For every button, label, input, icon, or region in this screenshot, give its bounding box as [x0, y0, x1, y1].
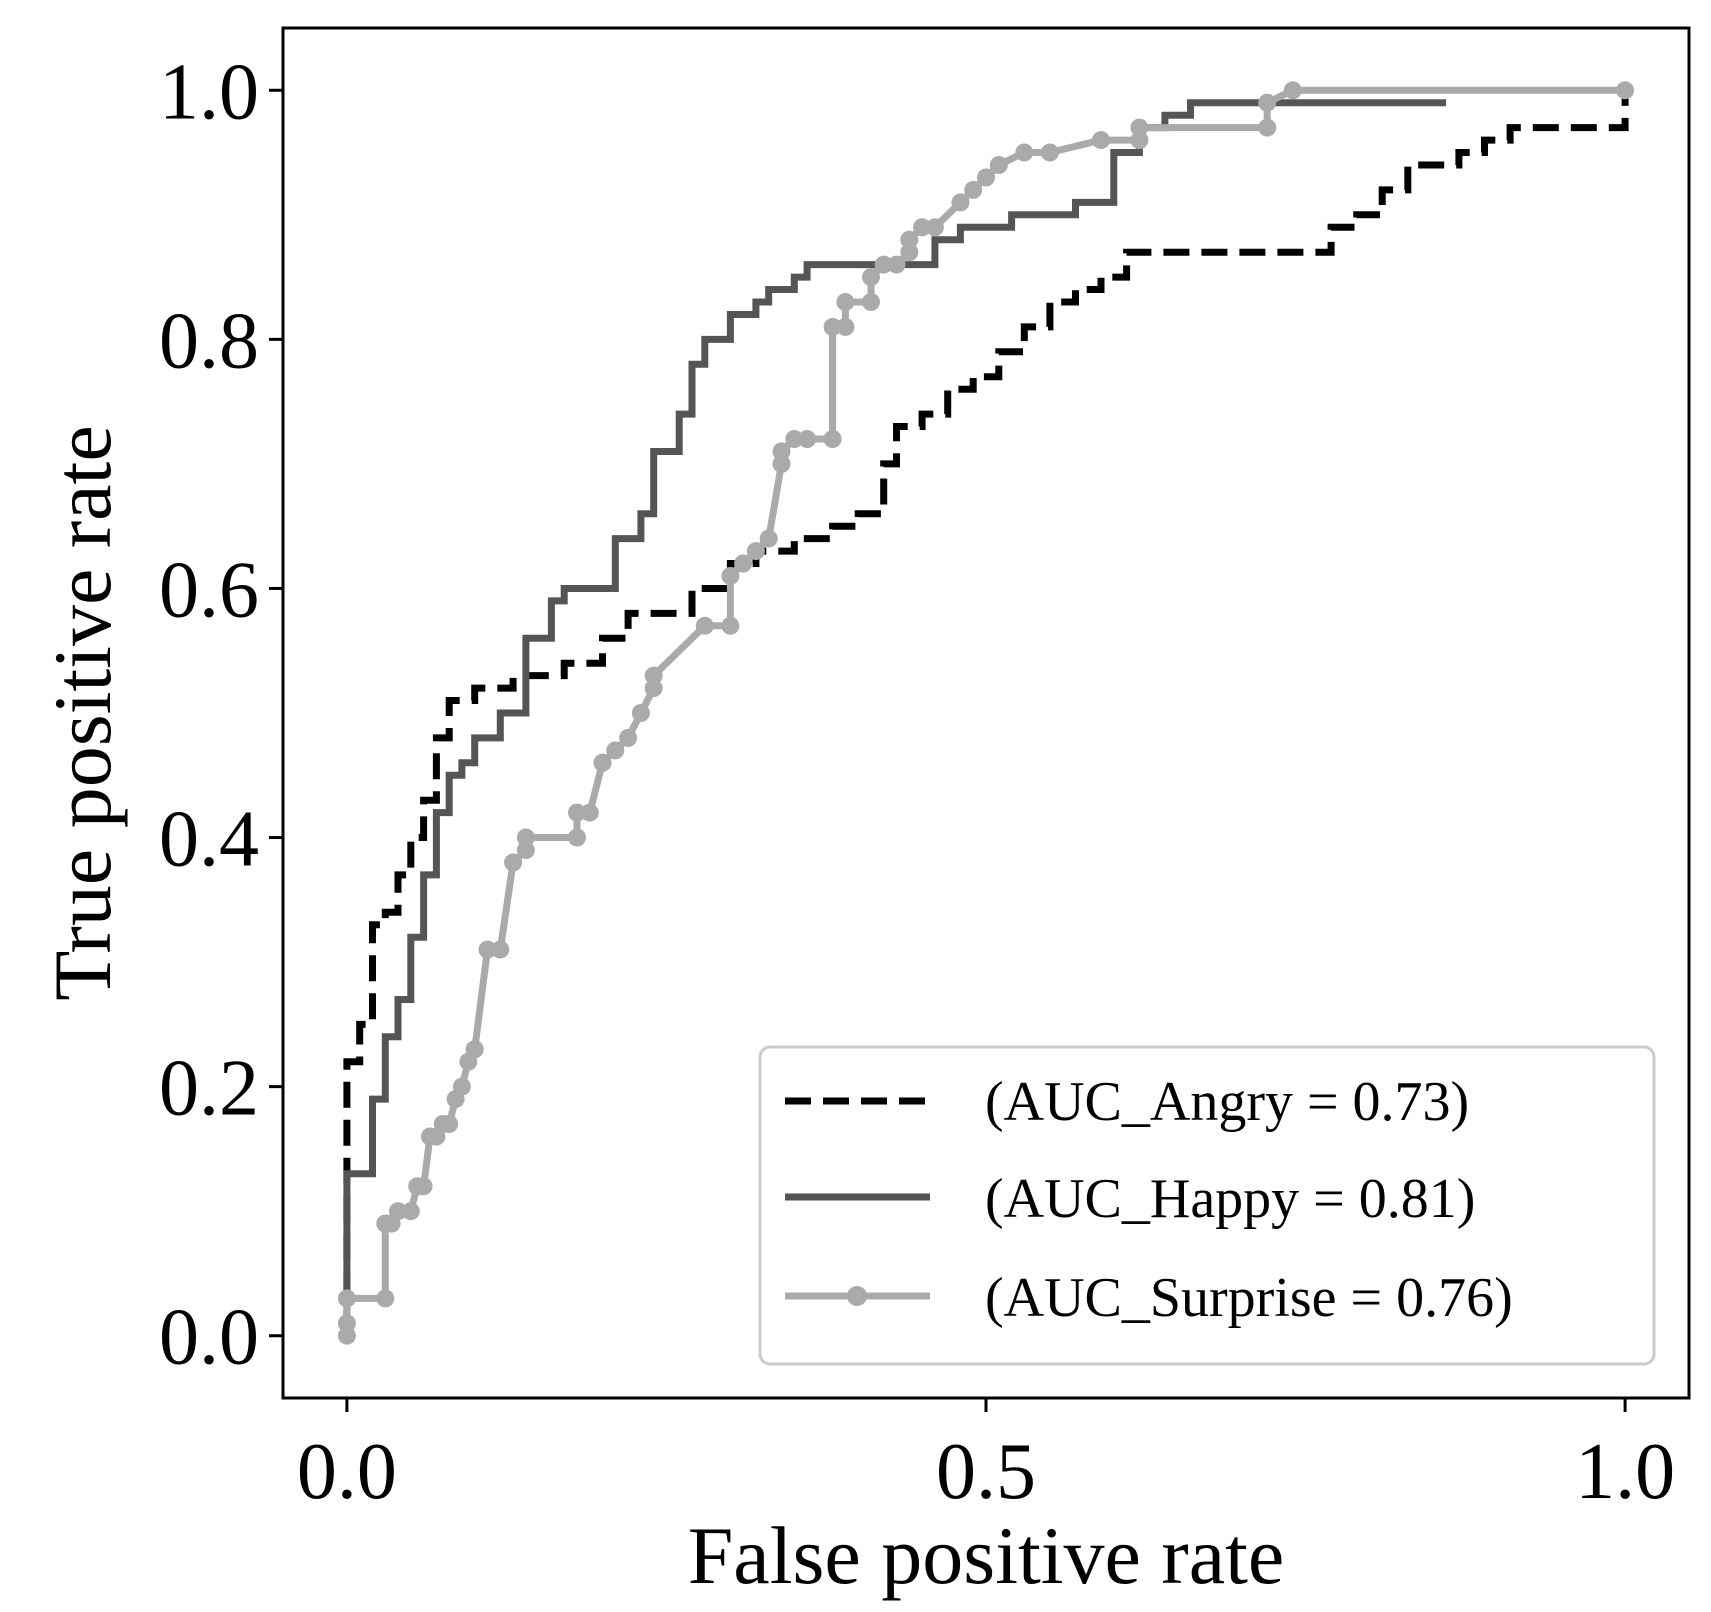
- series-point-surprise: [721, 616, 740, 635]
- series-point-surprise: [644, 666, 663, 685]
- series-point-surprise: [951, 193, 970, 212]
- series-point-surprise: [977, 168, 995, 187]
- series-point-surprise: [465, 1040, 484, 1059]
- series-point-surprise: [734, 554, 753, 573]
- series-point-surprise: [491, 940, 510, 959]
- series-point-surprise: [695, 616, 714, 635]
- series-point-surprise: [1616, 81, 1635, 100]
- series-point-surprise: [568, 803, 586, 822]
- series-point-surprise: [772, 442, 791, 461]
- legend-label-surprise: (AUC_Surprise = 0.76): [985, 1267, 1513, 1329]
- series-point-surprise: [862, 293, 880, 311]
- series-point-surprise: [593, 753, 612, 772]
- x-tick-label: 0.0: [297, 1428, 397, 1516]
- legend-box: [758, 1045, 1656, 1366]
- series-point-surprise: [721, 567, 740, 585]
- series-point-surprise: [516, 841, 535, 859]
- series-point-surprise: [823, 317, 842, 336]
- series-point-surprise: [606, 741, 625, 760]
- series-point-surprise: [836, 317, 855, 336]
- series-point-surprise: [1130, 131, 1149, 150]
- ticks-layer: 0.0 0.5 1.0 0.0 0.2 0.4 0.6 0.8 1.0: [159, 48, 1675, 1516]
- series-point-surprise: [516, 828, 535, 847]
- series-point-surprise: [1130, 118, 1149, 137]
- series-point-surprise: [401, 1202, 420, 1221]
- series-point-surprise: [1258, 93, 1277, 112]
- series-point-surprise: [580, 803, 599, 822]
- legend-label-happy: (AUC_Happy = 0.81): [985, 1168, 1475, 1230]
- series-point-surprise: [746, 542, 765, 561]
- series-point-surprise: [989, 156, 1008, 174]
- series-point-surprise: [337, 1314, 356, 1333]
- series-point-surprise: [1015, 143, 1034, 162]
- y-tick-label: 0.2: [159, 1045, 259, 1133]
- series-point-surprise: [389, 1202, 407, 1221]
- legend-swatch-surprise-marker: [847, 1286, 867, 1306]
- legend-label-angry: (AUC_Angry = 0.73): [985, 1071, 1469, 1133]
- series-point-surprise: [1092, 131, 1110, 150]
- series-point-surprise: [337, 1289, 356, 1308]
- y-tick-label: 0.0: [159, 1294, 259, 1382]
- series-point-surprise: [504, 853, 523, 872]
- series-point-surprise: [862, 268, 880, 287]
- x-tick-label: 1.0: [1575, 1428, 1675, 1516]
- series-point-surprise: [836, 293, 855, 311]
- series-point-surprise: [772, 454, 791, 473]
- y-tick-label: 0.6: [159, 546, 259, 634]
- series-point-surprise: [913, 218, 932, 237]
- series-point-surprise: [414, 1177, 433, 1196]
- series-point-surprise: [900, 243, 919, 262]
- series-point-surprise: [1283, 81, 1302, 100]
- series-point-surprise: [452, 1077, 471, 1096]
- series-point-surprise: [1040, 143, 1059, 162]
- series-point-surprise: [1258, 118, 1277, 137]
- series-point-surprise: [478, 940, 497, 959]
- series-point-surprise: [619, 728, 638, 747]
- legend: (AUC_Angry = 0.73) (AUC_Happy = 0.81) (A…: [758, 1045, 1656, 1366]
- series-point-surprise: [874, 255, 893, 274]
- series-point-surprise: [337, 1326, 356, 1345]
- series-point-surprise: [631, 704, 650, 722]
- series-point-surprise: [823, 430, 842, 448]
- x-axis-label: False positive rate: [688, 1510, 1285, 1601]
- series-point-surprise: [785, 430, 804, 448]
- y-tick-label: 1.0: [159, 48, 259, 136]
- series-point-surprise: [376, 1289, 395, 1308]
- series-line-happy: [343, 99, 1447, 1336]
- y-tick-label: 0.4: [159, 796, 259, 884]
- series-point-surprise: [644, 679, 663, 698]
- x-tick-label: 0.5: [936, 1428, 1036, 1516]
- series-point-surprise: [759, 529, 778, 548]
- series-point-surprise: [900, 230, 919, 249]
- series-point-surprise: [568, 828, 586, 847]
- y-tick-label: 0.8: [159, 297, 259, 385]
- series-point-surprise: [887, 255, 906, 274]
- series-line-angry: [343, 90, 1629, 1336]
- series-point-surprise: [798, 430, 817, 448]
- series-point-surprise: [440, 1115, 459, 1133]
- series-point-surprise: [964, 180, 983, 199]
- series-point-surprise: [925, 218, 944, 237]
- series-layer: [337, 81, 1635, 1345]
- y-axis-label: True positive rate: [37, 425, 128, 1000]
